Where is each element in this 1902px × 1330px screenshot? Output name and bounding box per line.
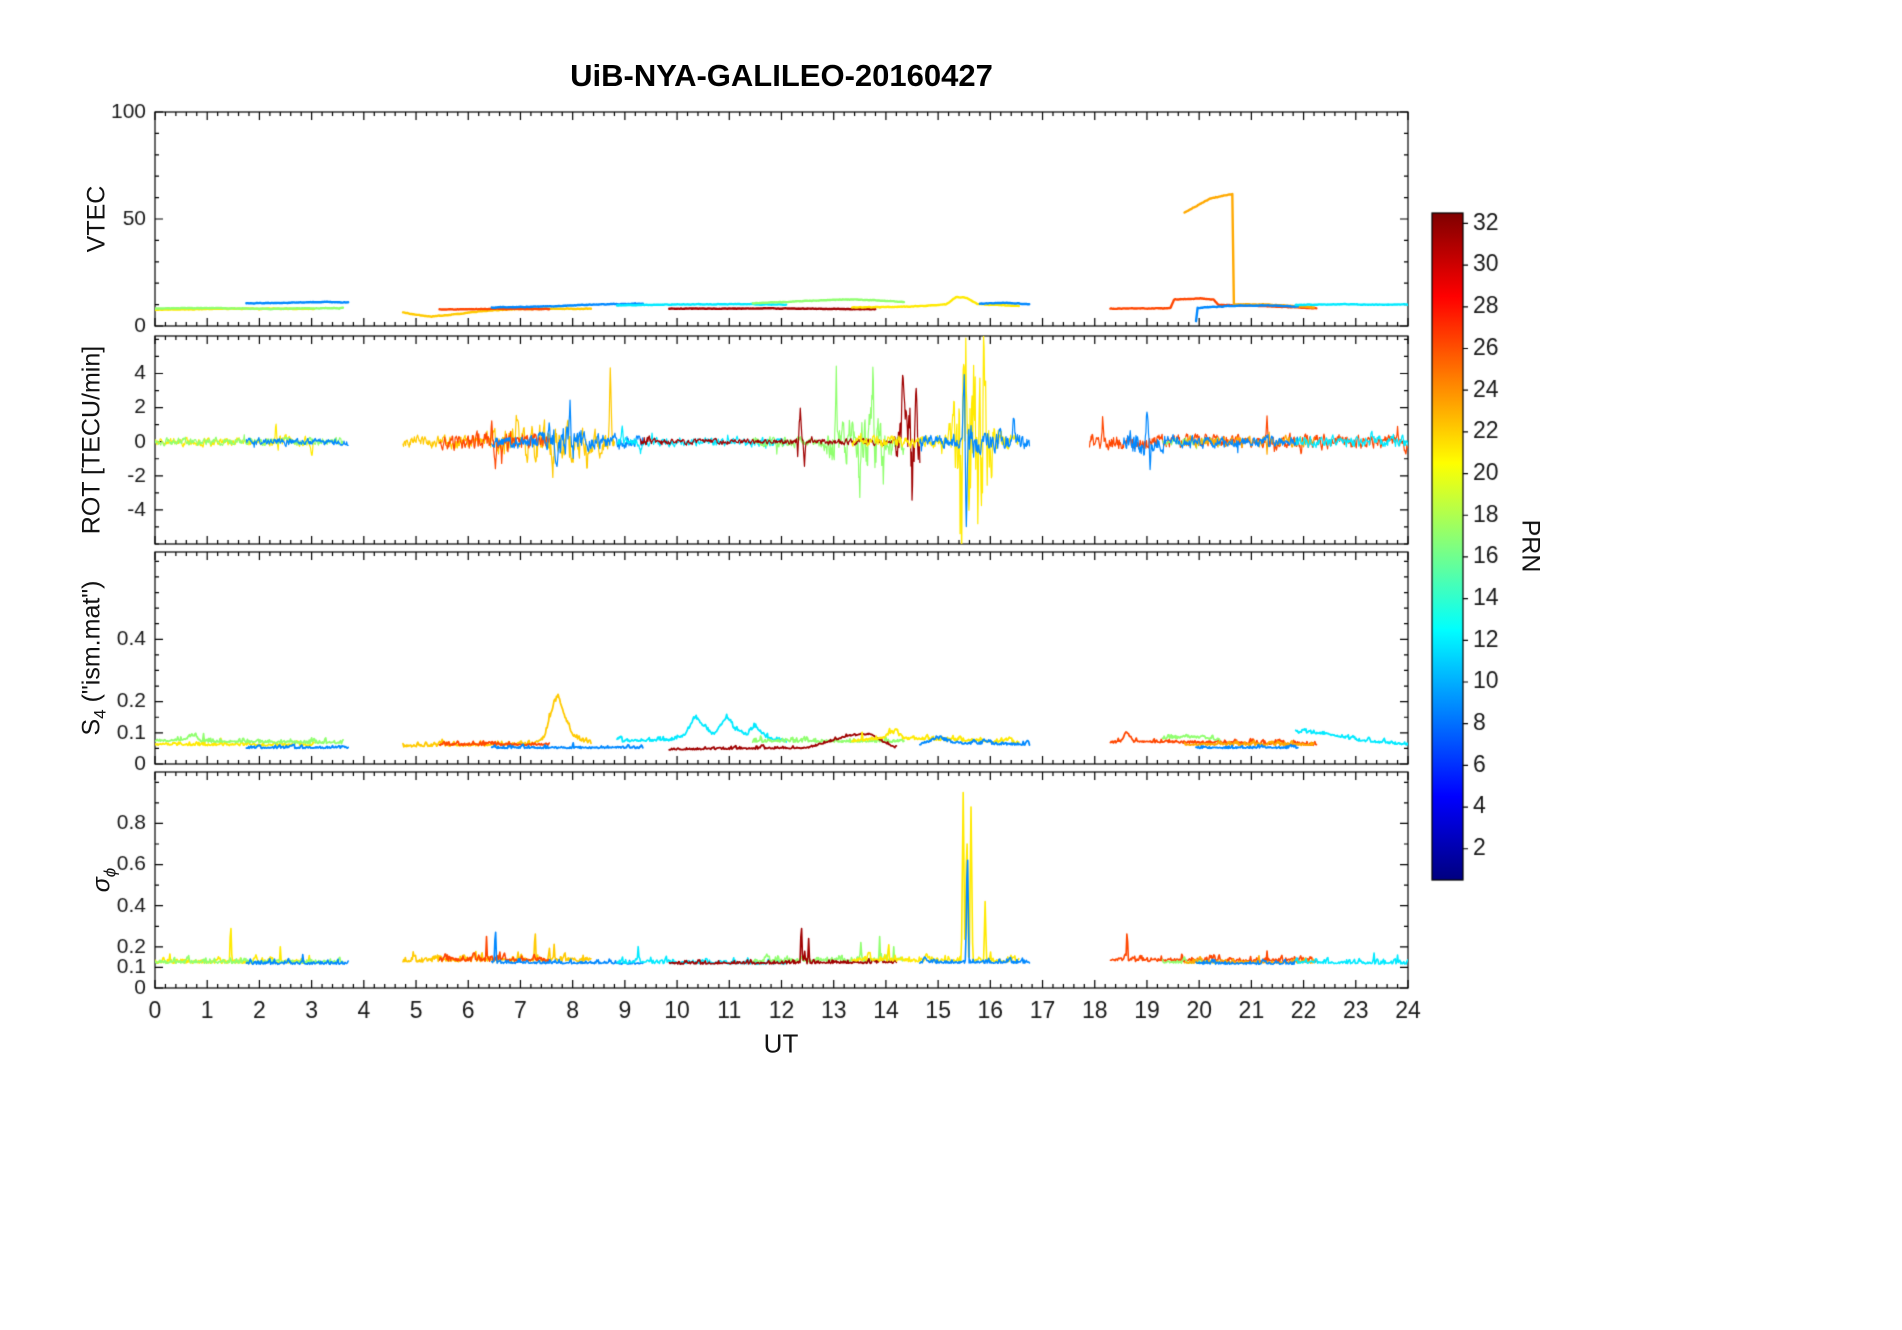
rot-axis-label: ROT [TECU/min]	[78, 346, 107, 534]
sigma-phi-axis-label: σϕ	[87, 867, 120, 893]
sigma-axis-label-text: σ	[87, 877, 116, 893]
colorbar-label: PRN	[1516, 519, 1545, 573]
s4-axis-label-sub: 4	[90, 709, 110, 719]
chart-title: UiB-NYA-GALILEO-20160427	[570, 58, 993, 93]
vtec-axis-label: VTEC	[83, 186, 112, 253]
s4-axis-label-post: ("ism.mat")	[77, 580, 106, 710]
vtec-axis-label-text: VTEC	[82, 185, 111, 253]
sigma-axis-label-sub: ϕ	[100, 867, 120, 878]
rot-axis-label-text: ROT [TECU/min]	[77, 345, 106, 535]
x-axis-label: UT	[763, 1028, 799, 1059]
s4-axis-label: S4 ("ism.mat")	[77, 580, 110, 736]
s4-axis-label-text: S	[77, 718, 106, 736]
